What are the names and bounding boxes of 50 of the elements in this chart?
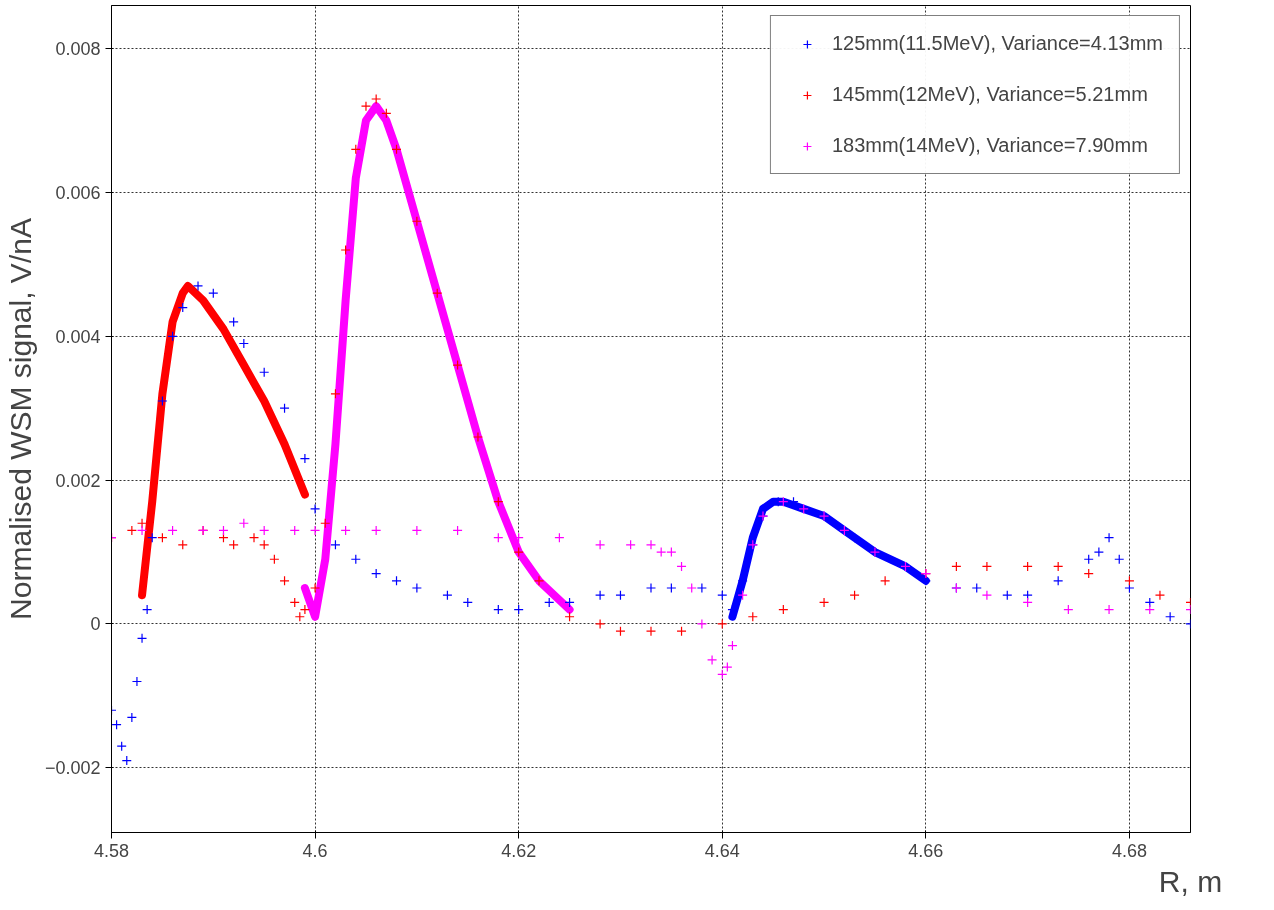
point bbox=[645, 626, 657, 637]
point bbox=[371, 93, 382, 105]
point bbox=[706, 654, 718, 666]
point bbox=[126, 525, 137, 536]
x-tick-label: 4.58 bbox=[93, 840, 130, 861]
y-axis-title: Normalised WSM signal, V/nA bbox=[3, 218, 37, 620]
point bbox=[717, 618, 728, 630]
point bbox=[595, 618, 606, 630]
legend-label: 183mm(14MeV), Variance=7.90mm bbox=[831, 134, 1148, 157]
point bbox=[798, 503, 809, 514]
y-tick-label: 0.006 bbox=[55, 182, 101, 203]
point bbox=[309, 582, 321, 594]
point bbox=[513, 546, 524, 558]
point bbox=[533, 575, 545, 586]
x-tick-label: 4.68 bbox=[1111, 840, 1147, 861]
y-tick-label: −0.002 bbox=[44, 758, 101, 779]
point bbox=[1103, 604, 1115, 615]
point bbox=[595, 539, 606, 550]
point bbox=[411, 525, 422, 536]
point bbox=[818, 597, 830, 608]
y-tick-label: 0.004 bbox=[55, 326, 101, 347]
point bbox=[686, 582, 697, 594]
point bbox=[411, 216, 422, 227]
point bbox=[340, 244, 351, 256]
point bbox=[696, 618, 707, 630]
point bbox=[981, 590, 993, 601]
point bbox=[645, 539, 657, 550]
point bbox=[136, 525, 148, 536]
x-tick-label: 4.62 bbox=[501, 840, 537, 861]
x-tick-label: 4.66 bbox=[908, 840, 944, 861]
point bbox=[615, 626, 626, 637]
point bbox=[309, 525, 321, 536]
point bbox=[981, 561, 993, 572]
legend-label: 125mm(11.5MeV), Variance=4.13mm bbox=[831, 32, 1163, 55]
point bbox=[666, 546, 677, 558]
point bbox=[360, 101, 372, 112]
point bbox=[880, 575, 891, 586]
point bbox=[248, 532, 260, 543]
x-axis-title: R, m bbox=[1158, 864, 1223, 898]
point bbox=[1154, 590, 1166, 601]
x-tick-label: 4.6 bbox=[302, 840, 328, 861]
y-tick-label: 0.002 bbox=[55, 470, 101, 491]
legend-label: 145mm(12MeV), Variance=5.21mm bbox=[831, 83, 1148, 106]
y-tick-label: 0.008 bbox=[55, 39, 101, 60]
x-tick-label: 4.64 bbox=[704, 840, 740, 861]
point bbox=[452, 359, 463, 371]
point bbox=[656, 546, 667, 558]
y-tick-label: 0 bbox=[90, 614, 101, 635]
point bbox=[472, 431, 484, 443]
point bbox=[676, 626, 687, 637]
